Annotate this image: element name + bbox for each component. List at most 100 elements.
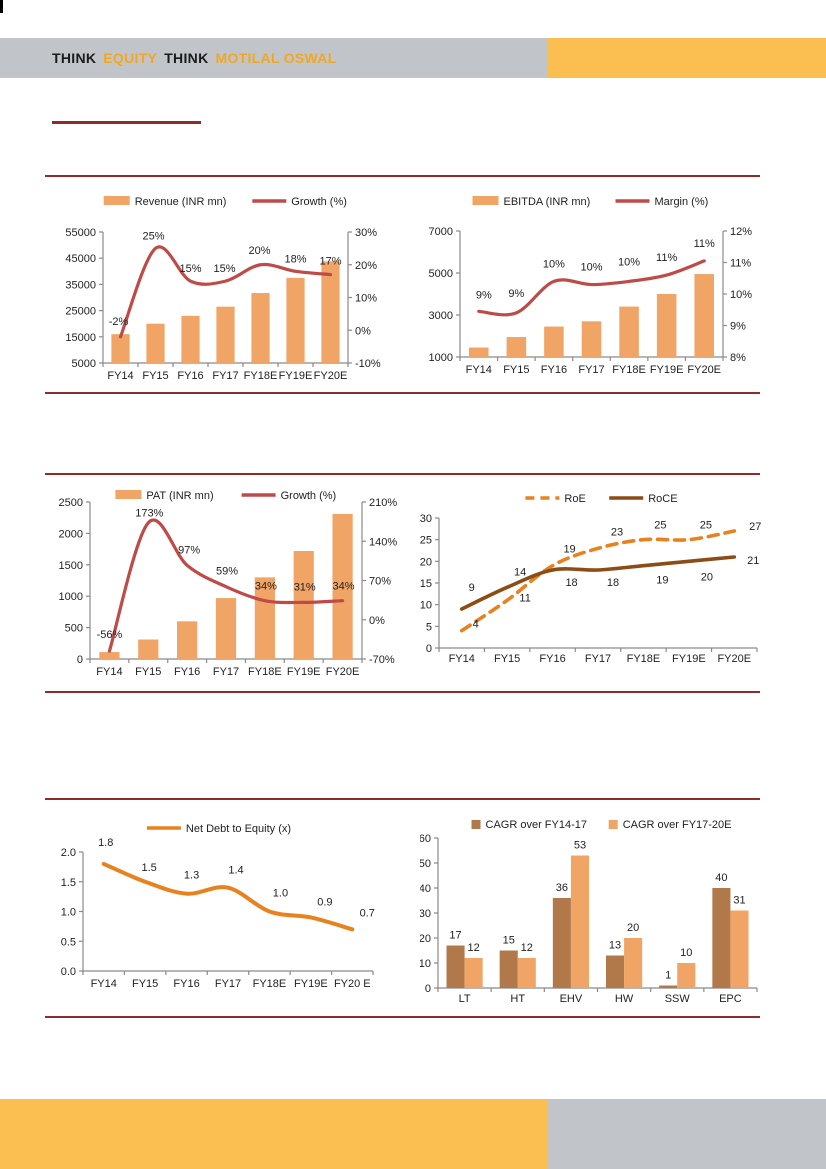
svg-text:0%: 0% [369,615,385,627]
svg-text:25: 25 [420,535,432,547]
svg-text:10%: 10% [355,293,377,305]
svg-text:FY17: FY17 [212,370,238,382]
section-divider [45,473,760,475]
svg-text:1.5: 1.5 [61,877,76,889]
svg-text:5000: 5000 [429,268,453,280]
svg-text:FY19E: FY19E [279,370,313,382]
svg-text:FY15: FY15 [494,653,520,665]
svg-text:Margin (%): Margin (%) [655,196,709,208]
svg-text:FY14: FY14 [466,364,492,376]
svg-text:1.4: 1.4 [228,865,243,877]
svg-text:EBITDA (INR mn): EBITDA (INR mn) [504,196,591,208]
svg-text:23: 23 [611,526,623,538]
header-bar: THINK EQUITY THINK MOTILAL OSWAL [0,38,826,78]
svg-text:34%: 34% [333,581,355,593]
svg-text:FY20E: FY20E [717,653,751,665]
svg-text:FY17: FY17 [578,364,604,376]
section-title-rule [52,121,201,124]
svg-text:SSW: SSW [665,993,691,1005]
svg-text:9%: 9% [730,321,746,333]
svg-text:25: 25 [700,520,712,532]
svg-text:RoCE: RoCE [648,493,677,505]
svg-text:14: 14 [514,566,526,578]
svg-text:140%: 140% [369,536,397,548]
svg-text:FY19E: FY19E [672,653,706,665]
svg-text:55000: 55000 [65,227,96,239]
section-divider [45,691,760,693]
svg-text:18: 18 [565,577,577,589]
svg-text:17%: 17% [319,256,341,268]
svg-text:35000: 35000 [65,279,96,291]
svg-text:4: 4 [473,619,479,631]
svg-text:FY18E: FY18E [253,978,287,990]
svg-text:2500: 2500 [59,497,83,509]
svg-text:19: 19 [563,544,575,556]
chart-ebitda-margin: 1000 3000 5000 7000 8% 9% 10% 11% 12% FY14 FY15 FY1… [420,176,765,392]
svg-text:-70%: -70% [369,654,395,666]
svg-text:1.8: 1.8 [98,837,113,849]
svg-text:FY16: FY16 [541,364,567,376]
header-orange-band [548,38,826,78]
section-divider [45,798,760,800]
svg-text:EPC: EPC [719,993,742,1005]
svg-text:10%: 10% [543,258,565,270]
svg-text:FY15: FY15 [132,978,158,990]
svg-text:10: 10 [420,958,431,970]
ebitda-margin-figure: 1000 3000 5000 7000 8% 9% 10% 11% 12% FY14 FY15 FY1… [429,196,752,376]
svg-text:FY18E: FY18E [627,653,661,665]
svg-text:FY14: FY14 [96,666,122,678]
svg-text:FY16: FY16 [177,370,203,382]
svg-text:50: 50 [420,858,431,870]
svg-text:FY14: FY14 [449,653,475,665]
svg-text:12: 12 [521,942,533,954]
net-debt-to-equity-figure: 0.0 0.5 1.0 1.5 2.0 FY14 FY15 FY16 FY17 FY18E FY19… [61,823,375,990]
svg-text:11: 11 [519,592,530,604]
svg-text:11%: 11% [730,258,751,270]
svg-text:Growth (%): Growth (%) [291,196,347,208]
svg-text:FY17: FY17 [213,666,239,678]
svg-text:13: 13 [609,940,621,952]
svg-text:9%: 9% [476,289,492,301]
svg-text:HT: HT [510,993,525,1005]
svg-text:1000: 1000 [59,591,83,603]
svg-text:30%: 30% [355,227,377,239]
svg-text:18: 18 [607,577,619,589]
svg-text:-56%: -56% [97,629,123,641]
svg-text:0.9: 0.9 [317,896,332,908]
svg-text:1500: 1500 [59,560,83,572]
svg-text:500: 500 [65,623,83,635]
svg-text:9: 9 [469,582,475,594]
svg-text:Revenue (INR mn): Revenue (INR mn) [135,196,227,208]
header-gray-band [0,38,548,78]
footer-gray-band [548,1099,826,1169]
svg-text:30: 30 [420,908,431,920]
tagline-word-think-1: THINK [52,50,97,66]
svg-text:0.7: 0.7 [360,907,375,919]
svg-text:31: 31 [733,895,745,907]
svg-text:-2%: -2% [109,316,129,328]
svg-text:20: 20 [420,933,431,945]
svg-text:18%: 18% [284,253,306,265]
section-divider [45,175,760,177]
chart-net-debt-to-equity: 0.0 0.5 1.0 1.5 2.0 FY14 FY15 FY16 FY17 FY18E FY19… [45,799,405,1015]
svg-text:FY15: FY15 [142,370,168,382]
svg-text:12%: 12% [730,226,752,238]
svg-text:10%: 10% [580,262,602,274]
svg-text:FY14: FY14 [107,370,133,382]
svg-text:Growth (%): Growth (%) [281,490,337,502]
svg-text:45000: 45000 [65,253,96,265]
svg-text:8%: 8% [730,352,746,364]
svg-text:60: 60 [420,833,431,845]
svg-text:15: 15 [420,578,432,590]
svg-text:0: 0 [426,643,432,655]
svg-text:PAT (INR mn): PAT (INR mn) [146,490,213,502]
svg-text:0: 0 [425,983,431,995]
svg-text:11%: 11% [694,238,715,250]
svg-text:70%: 70% [369,576,391,588]
revenue-growth-figure: 5000 15000 25000 35000 45000 55000 -10% 0% 10% 20… [65,196,381,382]
svg-text:40: 40 [715,872,727,884]
svg-text:30: 30 [420,513,432,525]
svg-text:27: 27 [749,521,761,533]
svg-text:FY16: FY16 [539,653,565,665]
